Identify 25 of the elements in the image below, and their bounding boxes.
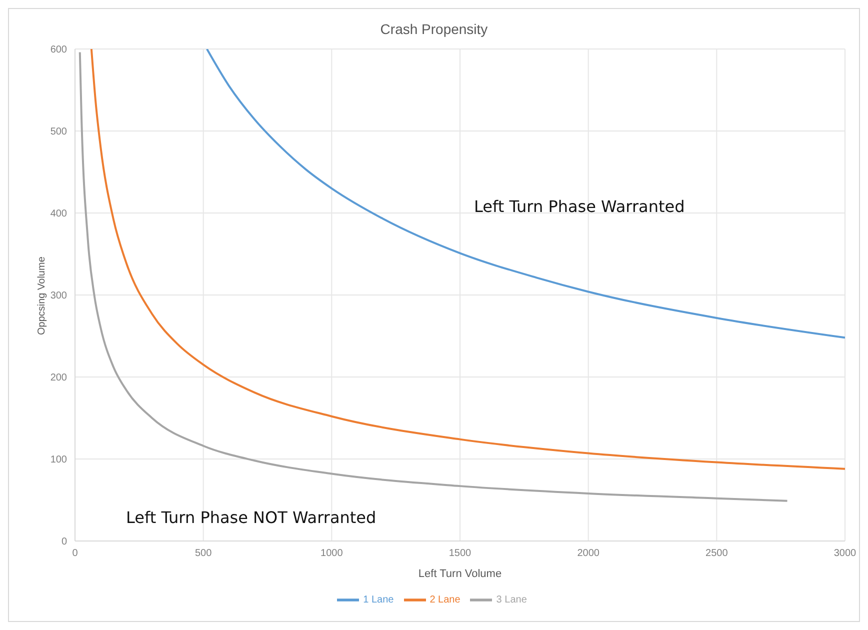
x-tick-label: 2000 [577,548,600,560]
y-tick-label: 200 [50,372,68,384]
legend-label: 2 Lane [430,594,460,606]
legend-label: 3 Lane [496,594,527,606]
x-tick-label: 500 [194,548,212,560]
x-axis-title: Left Turn Volume [418,568,502,580]
y-tick-label: 400 [50,208,68,220]
legend-label: 1 Lane [363,594,394,606]
line-series [90,49,845,470]
x-tick-label: 0 [72,548,78,560]
line-series [206,49,845,339]
x-tick-label: 2500 [706,548,728,560]
line-series [78,51,788,502]
chart-title: Crash Propensity [379,21,489,37]
annotation: Left Turn Phase Warranted [474,197,685,216]
x-tick-label: 3000 [834,548,857,560]
y-tick-label: 500 [50,126,68,138]
x-tick-label: 1500 [448,548,472,560]
x-tick-label: 1000 [320,548,344,560]
y-tick-label: 300 [50,290,68,302]
y-tick-label: 0 [61,536,68,548]
annotation: Left Turn Phase NOT Warranted [126,508,376,527]
y-tick-label: 600 [50,44,68,56]
y-axis-title: Oppcsing Volume [36,256,48,335]
y-tick-label: 100 [50,454,68,466]
